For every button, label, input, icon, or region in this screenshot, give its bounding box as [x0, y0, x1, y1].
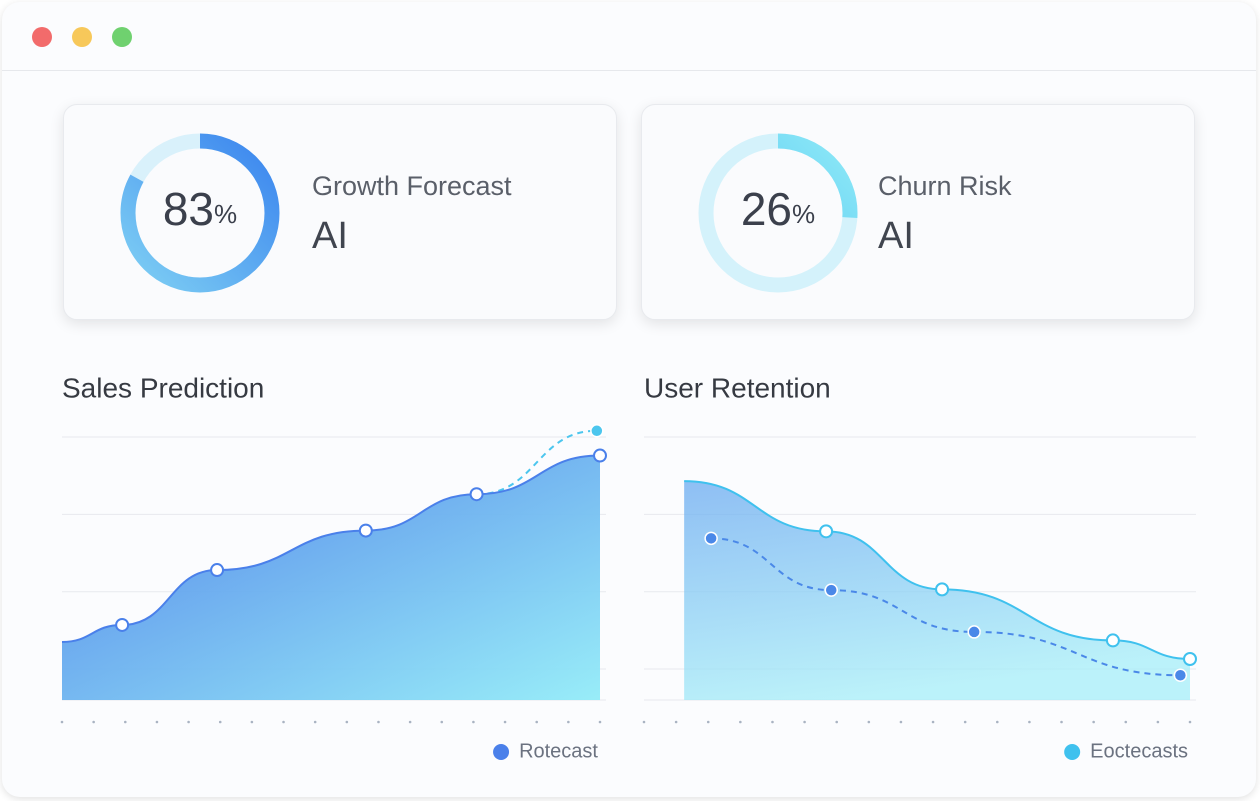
- x-tick: [377, 720, 380, 724]
- gauge-arc: [698, 133, 858, 293]
- kpi-sub: AI: [878, 215, 914, 257]
- x-tick: [282, 720, 285, 724]
- data-point: [935, 582, 950, 597]
- forecast-line: [476, 429, 597, 496]
- x-tick: [963, 720, 967, 724]
- area-fill: [62, 455, 600, 700]
- legend-label: Rotecast: [519, 740, 598, 762]
- forecast-line: [711, 537, 1181, 677]
- x-tick: [345, 720, 349, 724]
- data-point: [115, 617, 130, 632]
- x-tick: [92, 720, 95, 724]
- data-point: [593, 448, 607, 463]
- x-tick: [535, 720, 539, 724]
- x-tick: [739, 720, 742, 724]
- gauge-value: 83%: [163, 183, 237, 235]
- x-tick: [187, 720, 190, 724]
- forecast-point: [967, 625, 981, 639]
- data-point: [210, 563, 225, 578]
- x-tick: [60, 720, 64, 724]
- x-tick: [1188, 720, 1192, 724]
- x-tick: [1092, 720, 1095, 724]
- x-tick: [803, 720, 806, 724]
- x-tick: [1124, 720, 1128, 724]
- chart-title: Sales Prediction: [62, 372, 264, 403]
- x-tick: [995, 720, 999, 724]
- x-tick: [835, 720, 839, 724]
- maximize-button[interactable]: [112, 27, 132, 47]
- x-tick: [408, 720, 412, 724]
- data-point: [1183, 651, 1197, 666]
- x-tick: [598, 720, 602, 724]
- legend-swatch: [493, 744, 510, 760]
- x-tick: [472, 720, 475, 724]
- gauge-unit: %: [214, 199, 237, 229]
- x-tick: [867, 720, 871, 724]
- x-tick: [250, 720, 254, 724]
- x-tick: [642, 720, 646, 724]
- x-tick: [931, 720, 935, 724]
- kpi-card: [63, 104, 617, 320]
- forecast-point: [824, 583, 838, 597]
- forecast-point: [1173, 668, 1188, 682]
- kpi-card: [641, 104, 1195, 320]
- gauge-value: 26%: [741, 183, 815, 235]
- x-tick: [567, 720, 570, 724]
- data-point: [1105, 633, 1120, 648]
- legend-label: Eoctecasts: [1090, 740, 1188, 762]
- gauge-arc: [120, 133, 280, 293]
- x-tick: [1028, 720, 1031, 724]
- gauge-number: 83: [163, 183, 214, 235]
- x-tick: [1060, 720, 1063, 724]
- x-tick: [503, 720, 507, 724]
- x-tick: [1156, 720, 1160, 724]
- kpi-label: Churn Risk: [878, 171, 1012, 201]
- kpi-label: Growth Forecast: [312, 171, 512, 201]
- x-tick: [218, 720, 222, 724]
- minimize-button[interactable]: [72, 27, 92, 47]
- close-button[interactable]: [32, 27, 52, 47]
- x-tick: [155, 720, 159, 724]
- gauge-number: 26: [741, 183, 792, 235]
- x-tick: [771, 720, 774, 724]
- kpi-sub: AI: [312, 215, 348, 257]
- forecast-point: [704, 531, 718, 546]
- data-point: [358, 523, 373, 538]
- chart-title: User Retention: [644, 372, 831, 403]
- x-tick: [674, 720, 678, 724]
- x-tick: [899, 720, 903, 724]
- title-bar: [2, 2, 1256, 71]
- x-tick: [313, 720, 317, 724]
- data-point: [819, 524, 834, 539]
- gauge-unit: %: [792, 199, 815, 229]
- x-tick: [706, 720, 710, 724]
- forecast-point: [590, 424, 604, 438]
- x-tick: [123, 720, 127, 724]
- x-tick: [440, 720, 444, 724]
- data-point: [469, 487, 484, 502]
- legend-swatch: [1064, 744, 1081, 760]
